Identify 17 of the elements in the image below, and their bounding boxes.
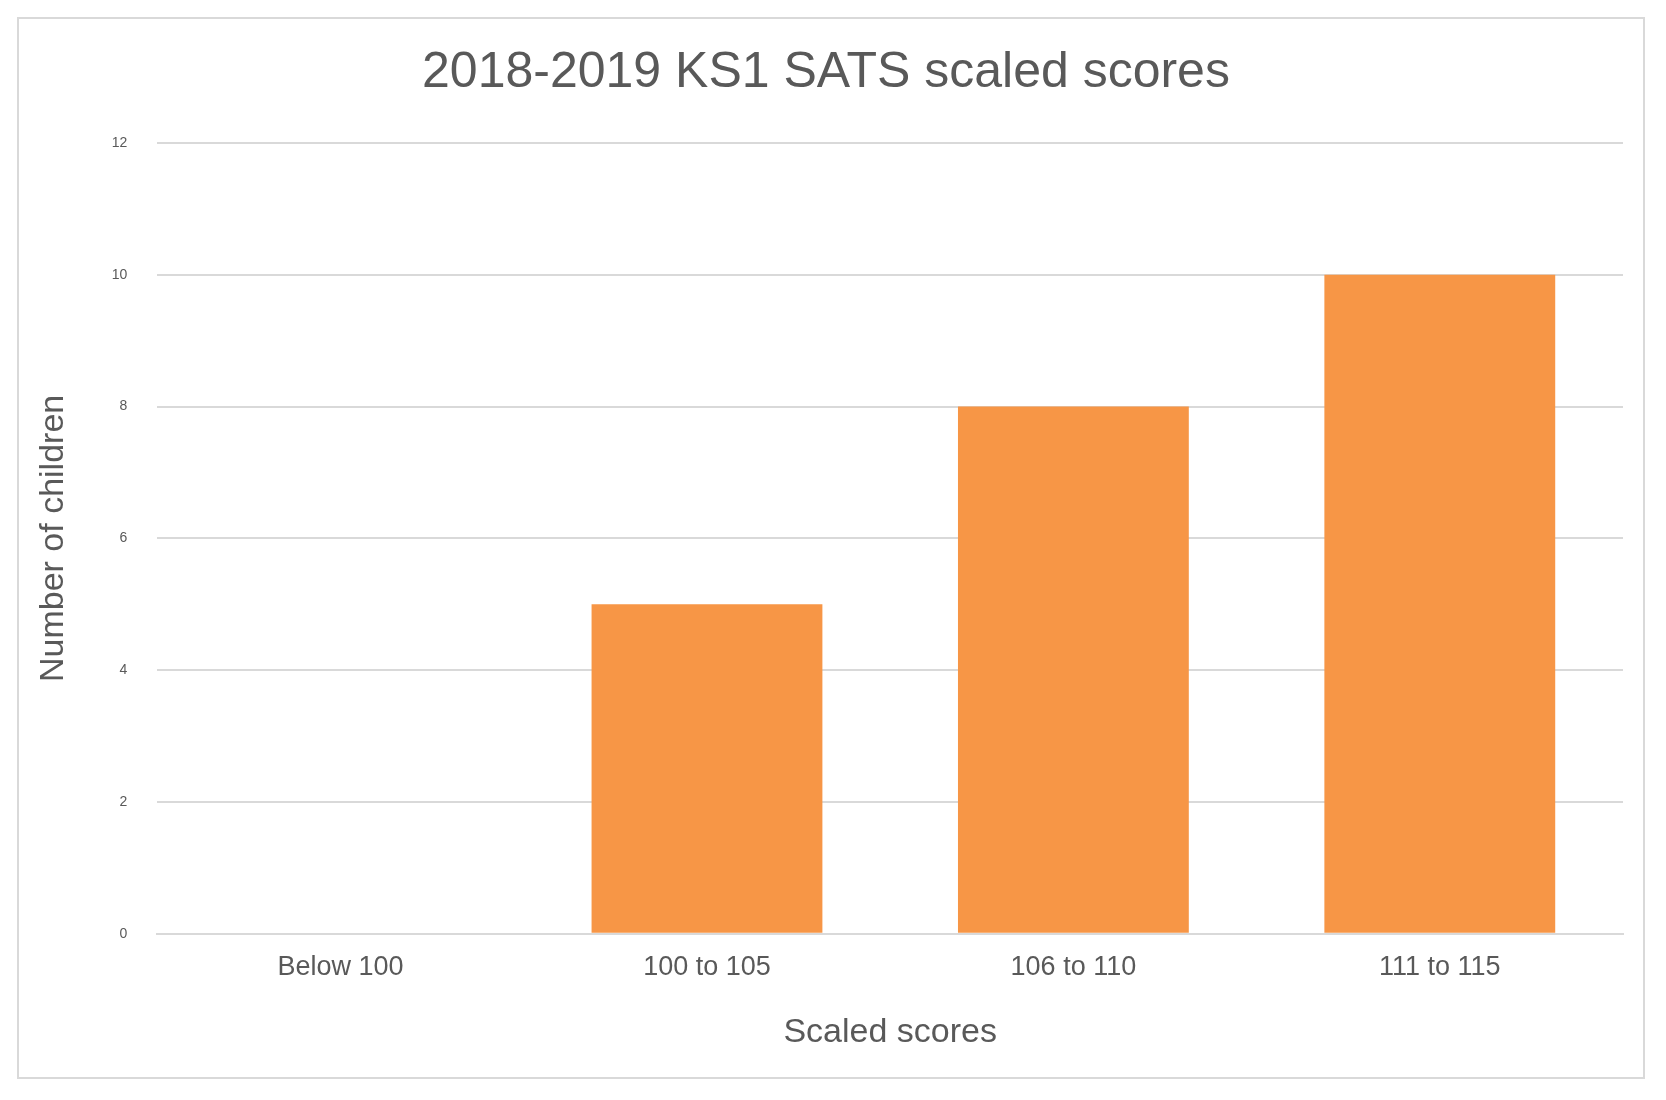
y-tick-label: 8 [119, 397, 128, 414]
bar [591, 604, 823, 933]
y-tick-label: 6 [119, 529, 128, 546]
x-tick-label: Below 100 [277, 951, 404, 982]
x-tick-label: 100 to 105 [643, 951, 771, 982]
y-tick-label: 12 [111, 133, 128, 150]
x-tick-label: 111 to 115 [1378, 951, 1501, 982]
x-tick-label: 106 to 110 [1010, 951, 1137, 982]
y-axis-title: Number of children [31, 394, 70, 683]
y-tick-label: 0 [119, 924, 128, 941]
x-axis-title: Scaled scores [783, 1010, 997, 1049]
bar [957, 406, 1189, 933]
y-tick-label: 2 [119, 792, 128, 809]
y-tick-label: 4 [119, 661, 128, 678]
bar [1324, 274, 1556, 933]
y-tick-label: 10 [111, 265, 128, 282]
chart-title: 2018-2019 KS1 SATS scaled scores [422, 41, 1230, 98]
